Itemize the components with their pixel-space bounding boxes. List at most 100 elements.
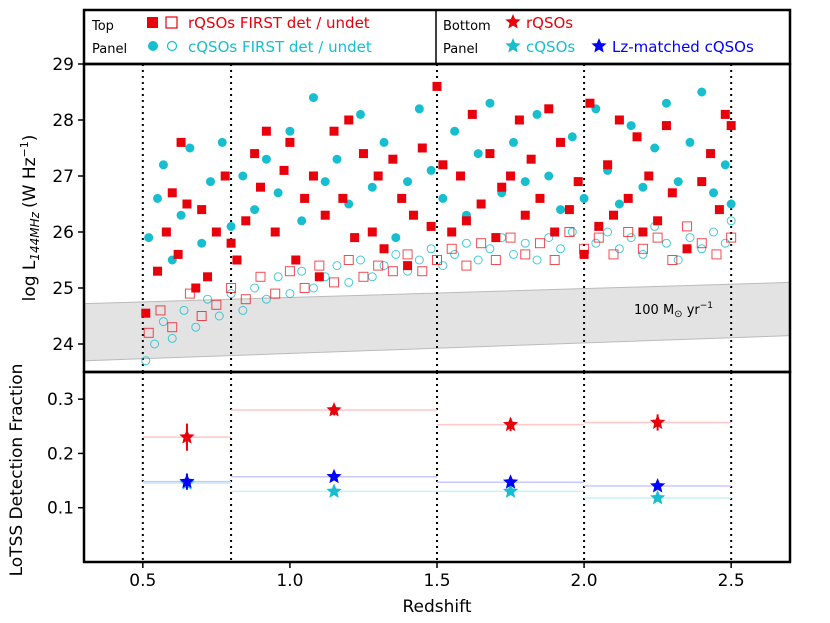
top-panel-yticks: 24 25 26 27 28 29 xyxy=(52,55,84,355)
data-point xyxy=(238,305,248,315)
star-marker xyxy=(650,478,666,493)
data-point xyxy=(556,205,566,215)
data-point xyxy=(150,339,160,349)
data-point xyxy=(417,266,428,277)
bottom-panel-ylabel: LoTSS Detection Fraction xyxy=(7,364,27,577)
data-point xyxy=(556,244,566,254)
data-point xyxy=(261,294,271,304)
sfr-band-label: 100 M⊙ yr−1 xyxy=(634,301,713,320)
data-point xyxy=(514,115,524,125)
data-point xyxy=(250,149,260,159)
star-marker xyxy=(326,402,342,417)
data-point xyxy=(520,249,531,260)
bottom-panel: 0.1 0.2 0.3 0.5 1.0 1.5 2.0 2.5 Redshift LoTSS… xyxy=(7,364,792,617)
data-point xyxy=(167,322,178,333)
data-point xyxy=(273,272,283,282)
data-point xyxy=(573,177,583,187)
data-point xyxy=(549,255,560,265)
bottom-xtick-label: 2.0 xyxy=(571,571,598,591)
data-point xyxy=(176,210,186,220)
data-point xyxy=(682,244,692,254)
data-point xyxy=(508,249,518,259)
data-point xyxy=(446,243,457,254)
data-point xyxy=(614,244,624,254)
data-point xyxy=(284,266,295,277)
data-point xyxy=(685,233,695,243)
data-point xyxy=(609,210,618,220)
data-point xyxy=(673,255,683,265)
data-point xyxy=(497,182,507,192)
data-point xyxy=(644,171,654,181)
bottom-panel-yticks: 0.1 0.2 0.3 xyxy=(47,390,84,519)
data-point xyxy=(279,165,289,175)
data-point xyxy=(203,294,213,304)
data-point xyxy=(270,227,280,237)
data-point xyxy=(709,188,719,198)
data-point xyxy=(211,299,222,310)
data-point xyxy=(564,227,575,237)
data-point xyxy=(432,81,442,91)
top-ytick-label: 25 xyxy=(52,279,74,299)
data-point xyxy=(320,210,330,220)
data-point xyxy=(438,261,448,271)
data-point xyxy=(461,216,471,226)
top-panel-points xyxy=(141,81,737,366)
data-point xyxy=(720,238,730,248)
data-point xyxy=(314,272,324,282)
data-point xyxy=(155,305,166,316)
data-point xyxy=(638,227,648,237)
top-panel-ylabel: log L144MHz(W Hz−1) xyxy=(18,135,42,302)
legend-red-square-filled-icon xyxy=(147,17,158,28)
data-point xyxy=(550,227,560,237)
star-marker xyxy=(326,483,342,498)
data-point xyxy=(226,289,236,299)
legend-entry-cqsos: cQSOs xyxy=(526,38,575,56)
legend-entry-rqsos-first: rQSOs FIRST det / undet xyxy=(188,14,370,32)
data-point xyxy=(608,249,619,260)
data-point xyxy=(579,193,589,203)
data-point xyxy=(196,311,207,321)
data-point xyxy=(438,160,448,170)
legend-bottom-label-line1: Bottom xyxy=(443,19,491,34)
data-point xyxy=(556,137,566,147)
legend-entry-cqsos-first: cQSOs FIRST det / undet xyxy=(188,38,372,56)
legend-red-star-icon xyxy=(505,14,521,29)
star-marker xyxy=(502,416,519,432)
data-point xyxy=(603,160,613,170)
data-point xyxy=(144,233,154,243)
data-point xyxy=(614,199,624,209)
data-point xyxy=(661,98,671,108)
data-point xyxy=(173,249,183,259)
data-point xyxy=(182,199,192,209)
data-point xyxy=(626,121,636,131)
data-point xyxy=(473,255,483,265)
data-point xyxy=(256,182,265,192)
star-marker xyxy=(326,468,342,484)
data-point xyxy=(520,177,530,187)
data-point xyxy=(261,126,271,136)
series-rqsos-first-det xyxy=(141,81,736,318)
legend-top-label-line2: Panel xyxy=(92,42,127,57)
data-point xyxy=(329,126,339,136)
data-point xyxy=(485,98,495,108)
data-point xyxy=(709,227,719,237)
data-point xyxy=(726,216,736,226)
data-point xyxy=(544,104,554,114)
legend-frame xyxy=(82,8,792,66)
data-point xyxy=(358,149,368,159)
data-point xyxy=(432,255,442,265)
bottom-panel-frame xyxy=(82,370,792,564)
data-point xyxy=(367,227,377,237)
data-point xyxy=(238,171,248,181)
sfr-band-area xyxy=(83,281,791,362)
data-point xyxy=(623,193,633,203)
data-point xyxy=(667,188,677,198)
data-point xyxy=(397,193,407,203)
data-point xyxy=(697,177,707,187)
data-point xyxy=(373,171,383,181)
data-point xyxy=(726,199,736,209)
top-ytick-label: 26 xyxy=(52,223,74,243)
data-point xyxy=(505,232,516,243)
data-point xyxy=(711,249,722,260)
